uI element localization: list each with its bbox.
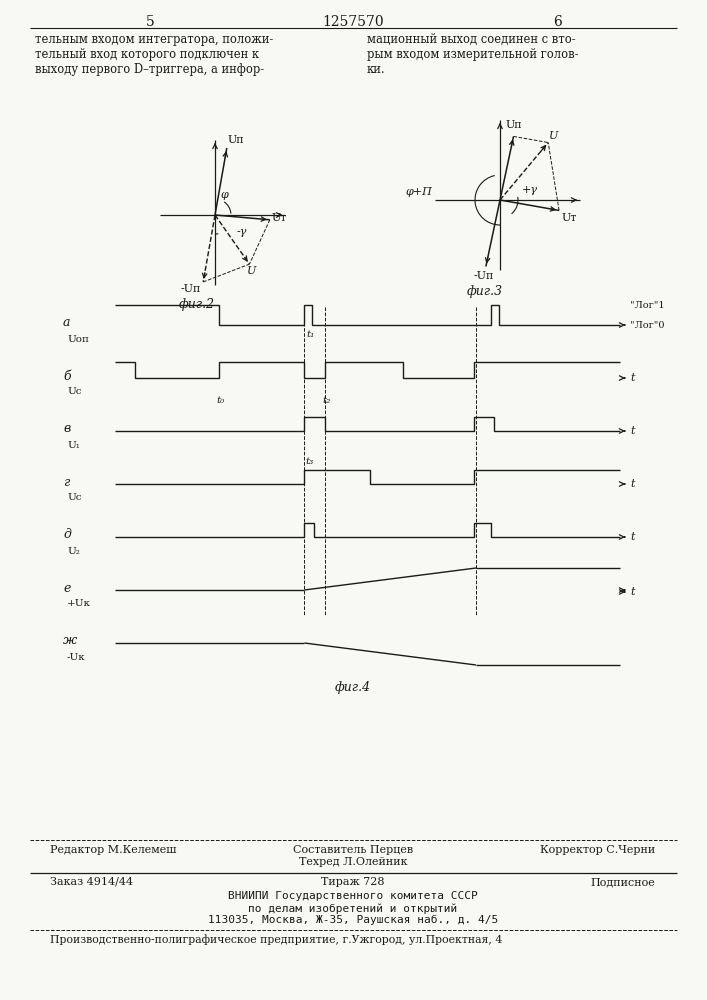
Text: в: в <box>63 422 70 436</box>
Text: Uc: Uc <box>67 387 81 396</box>
Text: t: t <box>630 373 634 383</box>
Text: Редактор М.Келемеш: Редактор М.Келемеш <box>50 845 177 855</box>
Text: -γ: -γ <box>237 227 247 237</box>
Text: фиг.3: фиг.3 <box>467 285 503 298</box>
Text: U₂: U₂ <box>67 546 80 556</box>
Text: 5: 5 <box>146 15 154 29</box>
Text: t: t <box>630 479 634 489</box>
Text: 6: 6 <box>553 15 561 29</box>
Text: д: д <box>63 528 71 542</box>
Text: +Uк: +Uк <box>67 599 91 608</box>
Text: Производственно-полиграфическое предприятие, г.Ужгород, ул.Проектная, 4: Производственно-полиграфическое предприя… <box>50 934 502 945</box>
Text: φ+П: φ+П <box>405 187 432 197</box>
Text: Составитель Перцев: Составитель Перцев <box>293 845 413 855</box>
Text: 1257570: 1257570 <box>322 15 384 29</box>
Text: -Uп: -Uп <box>181 284 201 294</box>
Text: Uc: Uc <box>67 493 81 502</box>
Text: U: U <box>549 131 559 141</box>
Text: t₁: t₁ <box>306 330 315 339</box>
Text: Uт: Uт <box>561 213 576 223</box>
Text: е: е <box>63 582 71 594</box>
Text: по делам изобретений и открытий: по делам изобретений и открытий <box>248 903 457 914</box>
Text: ВНИИПИ Государственного комитета СССР: ВНИИПИ Государственного комитета СССР <box>228 891 478 901</box>
Text: t: t <box>630 587 634 597</box>
Text: ж: ж <box>63 635 77 648</box>
Text: -Uк: -Uк <box>67 652 86 662</box>
Text: U₁: U₁ <box>67 440 80 450</box>
Text: г: г <box>63 476 69 488</box>
Text: фиг.2: фиг.2 <box>179 298 215 311</box>
Text: U: U <box>247 266 257 276</box>
Text: Заказ 4914/44: Заказ 4914/44 <box>50 877 133 887</box>
Text: 113035, Москва, Ж-35, Раушская наб., д. 4/5: 113035, Москва, Ж-35, Раушская наб., д. … <box>208 915 498 925</box>
Text: t₃: t₃ <box>305 457 314 466</box>
Text: t: t <box>630 426 634 436</box>
Text: Техред Л.Олейник: Техред Л.Олейник <box>299 857 407 867</box>
Text: Тираж 728: Тираж 728 <box>321 877 385 887</box>
Text: t₂: t₂ <box>322 396 331 405</box>
Text: б: б <box>63 369 71 382</box>
Text: а: а <box>63 316 71 330</box>
Text: t: t <box>630 532 634 542</box>
Text: "Лог"1: "Лог"1 <box>630 300 665 310</box>
Text: Uоп: Uоп <box>67 334 89 344</box>
Text: +γ: +γ <box>522 185 538 195</box>
Text: фиг.4: фиг.4 <box>335 681 371 694</box>
Text: Корректор С.Черни: Корректор С.Черни <box>539 845 655 855</box>
Text: Uт: Uт <box>271 213 287 223</box>
Text: мационный выход соединен с вто-
рым входом измерительной голов-
ки.: мационный выход соединен с вто- рым вход… <box>367 33 578 76</box>
Text: -Uп: -Uп <box>474 271 494 281</box>
Text: t₀: t₀ <box>216 396 225 405</box>
Text: "Лог"0: "Лог"0 <box>630 320 665 330</box>
Text: φ: φ <box>220 190 228 200</box>
Text: Подписное: Подписное <box>590 877 655 887</box>
Text: Uп: Uп <box>228 135 245 145</box>
Text: тельным входом интегратора, положи-
тельный вход которого подключен к
выходу пер: тельным входом интегратора, положи- тель… <box>35 33 273 76</box>
Text: Uп: Uп <box>506 120 522 130</box>
